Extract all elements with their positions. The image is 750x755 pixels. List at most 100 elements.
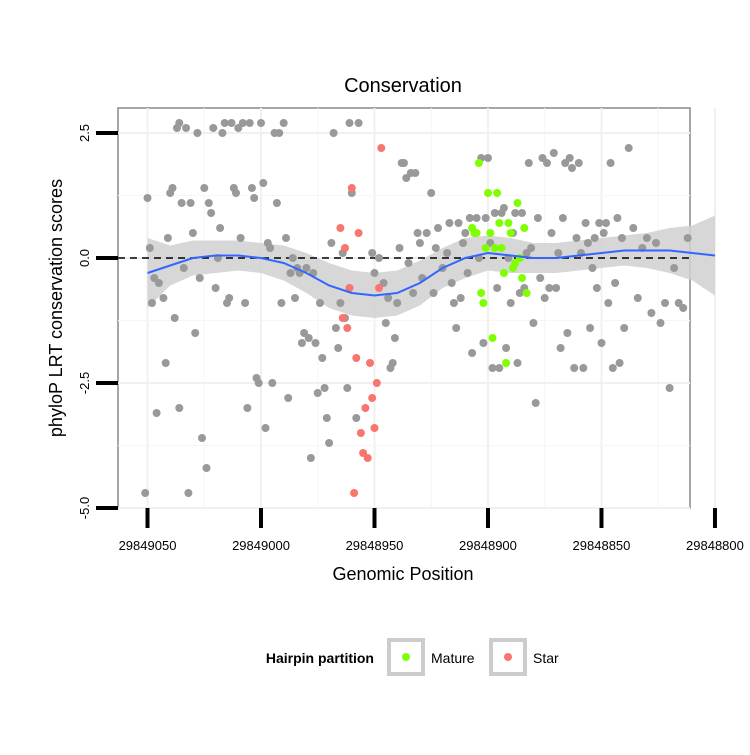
data-point-other [306,454,315,462]
data-point-other [454,219,463,227]
data-point-other [611,279,620,287]
data-point-other [502,344,511,352]
data-point-other [331,324,340,332]
y-axis: -5.0 -2.5 0.0 2.5 [77,124,118,519]
data-point-other [599,229,608,237]
legend-label-mature: Mature [431,650,475,666]
data-point-other [370,269,379,277]
data-point-other [565,154,574,162]
data-point-other [592,284,601,292]
data-point-mature [493,189,502,197]
data-point-other [624,144,633,152]
data-point-other [463,269,472,277]
data-point-mature [474,159,483,167]
data-point-other [259,179,268,187]
data-point-mature [502,359,511,367]
data-point-other [329,129,338,137]
data-point-other [216,224,225,232]
data-point-other [227,119,236,127]
data-point-other [563,329,572,337]
data-point-other [583,239,592,247]
data-point-mature [490,244,499,252]
data-point-other [277,299,286,307]
data-point-other [620,324,629,332]
data-point-star [338,314,347,322]
data-point-other [182,124,191,132]
legend-key-star [504,653,512,661]
data-point-other [527,244,536,252]
data-point-other [429,289,438,297]
data-point-other [297,339,306,347]
data-point-other [291,294,299,302]
data-point-other [170,314,179,322]
data-point-other [556,344,565,352]
data-point-star [336,224,345,232]
data-point-mature [497,244,506,252]
data-point-other [670,264,679,272]
data-point-other [579,364,588,372]
data-point-other [411,169,420,177]
data-point-other [409,289,418,297]
data-point-other [384,294,393,302]
data-point-other [633,294,642,302]
data-point-mature [486,229,495,237]
data-point-other [207,209,216,217]
data-point-other [261,424,270,432]
data-point-other [656,319,665,327]
smooth-line [147,249,716,297]
data-point-other [400,159,408,167]
data-point-other [481,214,490,222]
data-point-other [493,284,502,292]
data-point-mature [513,199,522,207]
data-point-other [320,384,329,392]
data-point-other [459,239,467,247]
smooth-line-group [147,249,716,297]
data-point-mature [484,189,492,197]
data-point-other [202,464,211,472]
data-point-other [595,219,604,227]
data-point-other [186,199,195,207]
data-point-other [354,119,363,127]
data-point-other [572,234,581,242]
data-point-other [304,334,313,342]
data-point-other [204,199,213,207]
data-point-other [243,404,252,412]
y-tick-label: 0.0 [77,249,92,267]
data-point-other [434,224,442,232]
data-point-other [597,339,606,347]
data-point-other [529,319,538,327]
x-tick-label: 29849050 [119,538,177,553]
data-point-other [195,274,204,282]
data-point-other [404,259,413,267]
data-point-other [250,194,259,202]
data-point-other [468,349,477,357]
data-point-star [354,229,363,237]
x-tick-label: 29848950 [346,538,404,553]
data-point-other [586,324,595,332]
data-point-other [547,229,556,237]
data-point-mature [506,229,515,237]
data-point-other [375,254,383,262]
data-point-mature [522,289,531,297]
data-point-other [413,229,422,237]
data-point-other [461,229,470,237]
x-tick-label: 29848850 [573,538,631,553]
data-point-star [350,489,359,497]
data-point-mature [472,229,481,237]
data-point-other [431,244,440,252]
data-point-other [422,229,431,237]
data-point-other [184,489,193,497]
data-point-other [316,299,324,307]
data-point-mature [520,224,529,232]
data-point-other [302,264,311,272]
data-point-other [247,184,256,192]
data-point-other [225,294,234,302]
data-point-star [345,284,354,292]
data-point-other [198,434,206,442]
data-point-other [188,229,197,237]
data-point-other [613,214,622,222]
legend-key-mature [402,653,410,661]
data-point-other [679,304,688,312]
y-tick-label: -5.0 [77,497,92,519]
